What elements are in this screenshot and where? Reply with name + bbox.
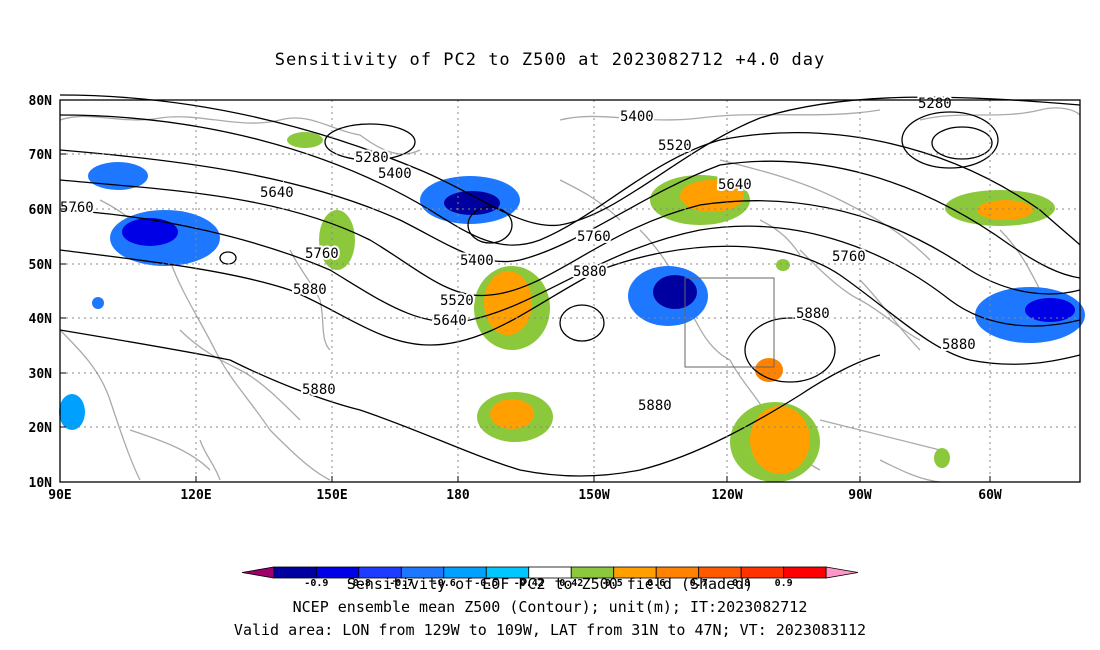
lon-label: 90E [48, 488, 71, 503]
shade-blue-bering-core [444, 191, 500, 215]
contour-label: 5880 [573, 264, 607, 280]
colorbar: -0.9 -0.8 -0.7 -0.6 -0.5 -0.42 0.42 0.5 0.6 0.7 0.… [241, 566, 859, 589]
lat-label: 50N [29, 258, 53, 273]
contour-label: 5520 [440, 293, 474, 309]
lat-label: 10N [29, 476, 53, 491]
shade-blue-atlantic-core [1025, 298, 1075, 322]
contour-label: 5640 [433, 313, 467, 329]
colorbar-tick-label: -0.5 [474, 578, 498, 589]
lon-label: 120W [711, 488, 742, 503]
colorbar-tick-label: -0.8 [347, 578, 371, 589]
colorbar-tick-label: 0.6 [647, 578, 665, 589]
colorbar-high-extension [825, 566, 859, 579]
contour-label: 5520 [658, 138, 692, 154]
lat-label: 70N [29, 148, 53, 163]
contour-labels: 5280 5280 5400 5400 5400 5520 5520 5640 … [58, 94, 978, 416]
contour-label: 5640 [718, 177, 752, 193]
valid-area-box [684, 277, 775, 368]
colorbar-tick-label: 0.7 [690, 578, 708, 589]
contour-label: 5400 [620, 109, 654, 125]
caption-valid-area: Valid area: LON from 129W to 109W, LAT f… [233, 621, 867, 639]
lon-label: 90W [848, 488, 872, 503]
shade-green-carib [934, 448, 950, 468]
colorbar-tick-label: 0.9 [775, 578, 793, 589]
lon-label: 60W [978, 488, 1002, 503]
colorbar-tick-label: -0.9 [304, 578, 328, 589]
colorbar-tick-label: 0.8 [732, 578, 750, 589]
shade-blue-asia-core [122, 218, 178, 246]
colorbar-tick-label: 0.42 [559, 578, 583, 589]
shade-orange-hawaii [490, 399, 534, 429]
shade-green-kamchatka [319, 210, 355, 270]
map-frame [59, 99, 1081, 483]
contour-label: 5640 [260, 185, 294, 201]
contour-label: 5880 [293, 282, 327, 298]
map-title: Sensitivity of PC2 to Z500 at 2023082712… [274, 50, 826, 70]
contour-label: 5280 [918, 96, 952, 112]
contour-label: 5760 [305, 246, 339, 262]
contour-label: 5880 [796, 306, 830, 322]
contour-label: 5880 [942, 337, 976, 353]
shade-orange-alaska [680, 180, 744, 212]
shade-orange-dateline [484, 271, 532, 335]
z500-contours [59, 94, 1081, 477]
lat-label: 20N [29, 421, 53, 436]
contour-label: 5760 [60, 200, 94, 216]
shade-blue-pacific-core [653, 275, 697, 309]
shade-orange-baja [755, 358, 783, 382]
lat-label: 80N [29, 94, 53, 109]
colorbar-tick-label: -0.42 [514, 578, 544, 589]
shade-orange-mexico [750, 406, 810, 474]
contour-label: 5760 [577, 229, 611, 245]
contour-label: 5400 [460, 253, 494, 269]
lat-lon-grid [60, 100, 1080, 482]
contour-label: 5880 [302, 382, 336, 398]
shade-orange-atlantic [977, 200, 1033, 220]
longitude-labels: 90E 120E 150E 180 150W 120W 90W 60W [48, 488, 1002, 503]
colorbar-tick-label: -0.6 [432, 578, 456, 589]
lat-label: 60N [29, 203, 53, 218]
lat-label: 30N [29, 367, 53, 382]
colorbar-tick-label: -0.7 [389, 578, 413, 589]
contour-label: 5280 [355, 150, 389, 166]
contour-label: 5760 [832, 249, 866, 265]
shade-blue-india [59, 394, 85, 430]
contour-label: 5880 [638, 398, 672, 414]
shade-green-hudson [776, 259, 790, 271]
contour-label: 5400 [378, 166, 412, 182]
shade-blue-siberia [88, 162, 148, 190]
lon-label: 150W [578, 488, 609, 503]
caption-shaded: Sensitivity of EOF PC2 to Z500 field (Sh… [346, 575, 754, 593]
shade-green-arctic [287, 132, 323, 148]
lon-label: 150E [316, 488, 347, 503]
lat-label: 40N [29, 312, 53, 327]
lon-label: 180 [446, 488, 470, 503]
caption-contour: NCEP ensemble mean Z500 (Contour); unit(… [292, 598, 808, 616]
shade-blue-small-asia [92, 297, 104, 309]
lon-label: 120E [180, 488, 211, 503]
colorbar-tick-label: 0.5 [605, 578, 623, 589]
axis-ticks [59, 99, 991, 483]
latitude-labels: 80N 70N 60N 50N 40N 30N 20N 10N [29, 94, 53, 491]
